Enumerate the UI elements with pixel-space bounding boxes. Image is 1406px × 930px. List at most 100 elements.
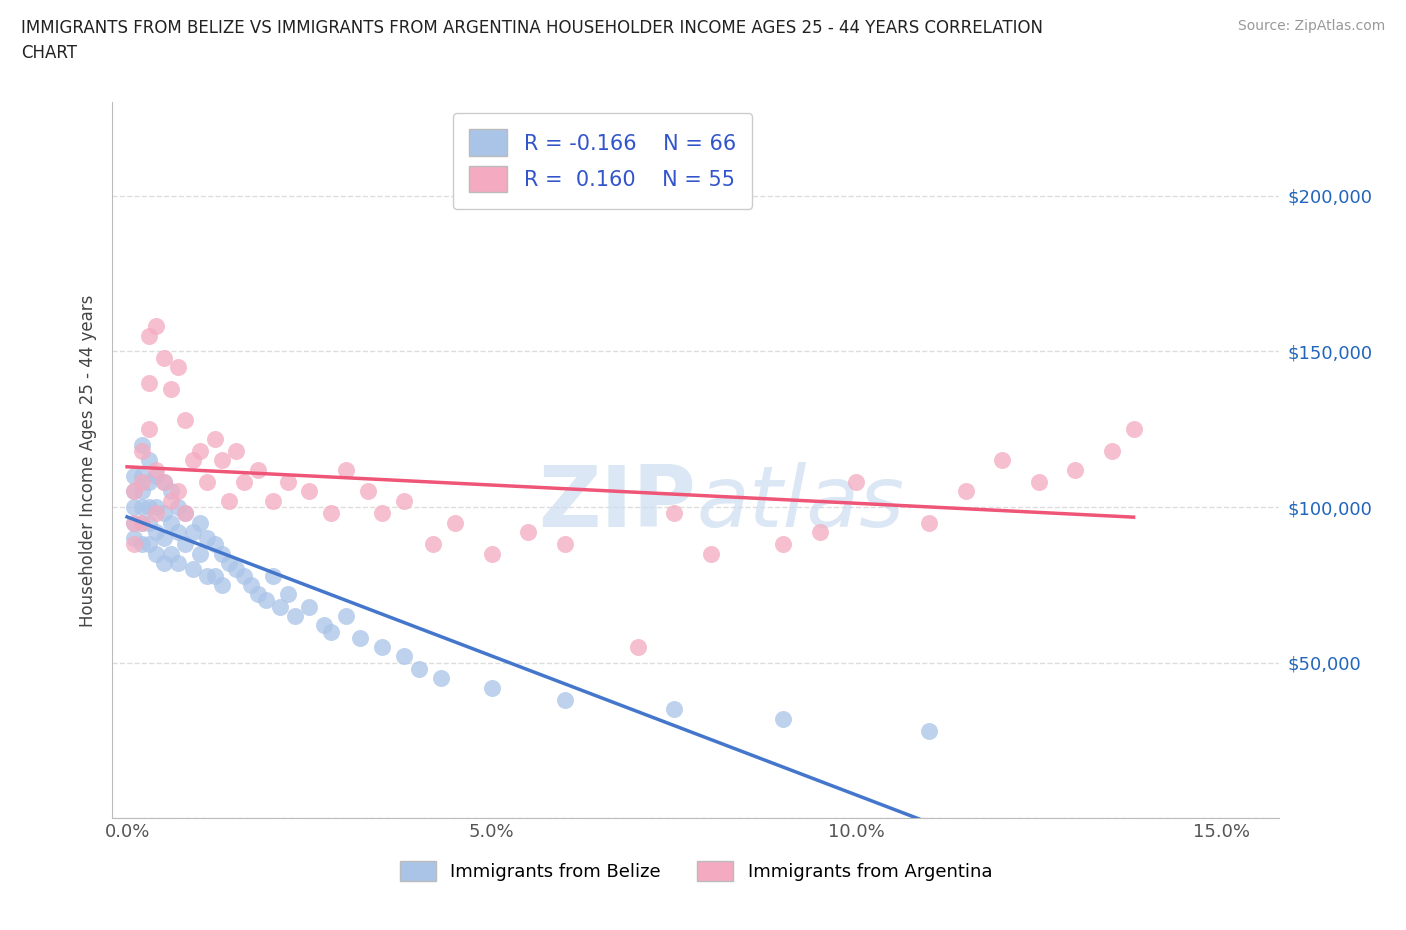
Point: [188, 546, 211, 561]
Point: [481, 546, 503, 561]
Point: [124, 499, 146, 514]
Point: [298, 484, 321, 498]
Point: [145, 469, 167, 484]
Point: [918, 724, 941, 738]
Point: [160, 515, 183, 530]
Point: [481, 680, 503, 695]
Point: [204, 432, 226, 446]
Point: [247, 587, 270, 602]
Point: [160, 494, 183, 509]
Point: [195, 474, 218, 489]
Point: [160, 484, 183, 498]
Point: [138, 537, 160, 551]
Y-axis label: Householder Income Ages 25 - 44 years: Householder Income Ages 25 - 44 years: [79, 294, 97, 627]
Point: [124, 515, 146, 530]
Point: [124, 531, 146, 546]
Point: [1101, 444, 1123, 458]
Point: [262, 568, 284, 583]
Point: [394, 494, 416, 509]
Point: [145, 506, 167, 521]
Point: [124, 537, 146, 551]
Point: [276, 587, 298, 602]
Point: [131, 437, 153, 452]
Point: [991, 453, 1014, 468]
Point: [662, 506, 685, 521]
Point: [955, 484, 977, 498]
Point: [218, 494, 240, 509]
Point: [371, 506, 394, 521]
Point: [225, 444, 247, 458]
Point: [1122, 422, 1144, 437]
Point: [160, 381, 183, 396]
Point: [174, 412, 197, 427]
Point: [554, 693, 576, 708]
Point: [188, 444, 211, 458]
Point: [167, 499, 190, 514]
Point: [124, 484, 146, 498]
Point: [284, 608, 307, 623]
Point: [145, 525, 167, 539]
Point: [138, 375, 160, 390]
Point: [699, 546, 721, 561]
Point: [371, 640, 394, 655]
Point: [145, 462, 167, 477]
Point: [131, 484, 153, 498]
Point: [138, 453, 160, 468]
Point: [211, 546, 233, 561]
Point: [349, 631, 371, 645]
Point: [145, 499, 167, 514]
Point: [357, 484, 380, 498]
Point: [195, 568, 218, 583]
Point: [772, 711, 794, 726]
Point: [1064, 462, 1087, 477]
Point: [204, 568, 226, 583]
Point: [269, 599, 291, 614]
Point: [145, 546, 167, 561]
Point: [174, 506, 197, 521]
Point: [131, 499, 153, 514]
Point: [211, 578, 233, 592]
Point: [321, 506, 343, 521]
Point: [240, 578, 263, 592]
Point: [517, 525, 540, 539]
Text: CHART: CHART: [21, 44, 77, 61]
Point: [444, 515, 467, 530]
Point: [204, 537, 226, 551]
Point: [808, 525, 831, 539]
Point: [160, 546, 183, 561]
Point: [321, 624, 343, 639]
Point: [429, 671, 451, 685]
Point: [627, 640, 650, 655]
Point: [138, 499, 160, 514]
Point: [131, 474, 153, 489]
Point: [181, 453, 204, 468]
Point: [138, 328, 160, 343]
Point: [312, 618, 335, 632]
Point: [232, 474, 254, 489]
Point: [918, 515, 941, 530]
Point: [408, 661, 430, 676]
Point: [152, 555, 174, 570]
Point: [662, 702, 685, 717]
Point: [152, 351, 174, 365]
Point: [131, 537, 153, 551]
Point: [174, 537, 197, 551]
Point: [211, 453, 233, 468]
Text: ZIP: ZIP: [538, 462, 696, 545]
Text: IMMIGRANTS FROM BELIZE VS IMMIGRANTS FROM ARGENTINA HOUSEHOLDER INCOME AGES 25 -: IMMIGRANTS FROM BELIZE VS IMMIGRANTS FRO…: [21, 19, 1043, 36]
Point: [131, 515, 153, 530]
Point: [232, 568, 254, 583]
Point: [188, 515, 211, 530]
Text: atlas: atlas: [696, 462, 904, 545]
Point: [124, 469, 146, 484]
Point: [247, 462, 270, 477]
Point: [845, 474, 868, 489]
Point: [138, 422, 160, 437]
Point: [145, 319, 167, 334]
Point: [195, 531, 218, 546]
Point: [772, 537, 794, 551]
Legend: Immigrants from Belize, Immigrants from Argentina: Immigrants from Belize, Immigrants from …: [392, 854, 1000, 888]
Point: [167, 525, 190, 539]
Point: [554, 537, 576, 551]
Point: [298, 599, 321, 614]
